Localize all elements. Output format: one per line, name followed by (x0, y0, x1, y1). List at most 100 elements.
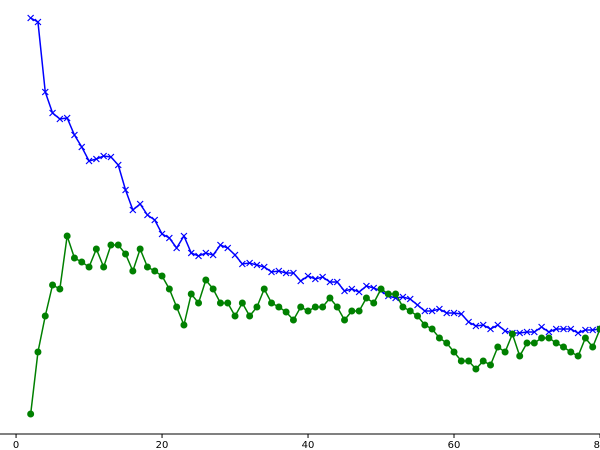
point (165, 285, 173, 293)
point (370, 299, 378, 307)
point (165, 234, 173, 242)
point (107, 241, 115, 249)
point (552, 339, 560, 347)
point (129, 206, 137, 214)
point (27, 410, 35, 418)
point (268, 268, 275, 276)
point (319, 273, 327, 281)
point (348, 285, 356, 293)
x-tick-label: 20 (156, 440, 169, 450)
point (362, 294, 370, 302)
point (428, 325, 436, 333)
point (253, 261, 261, 269)
point (282, 308, 290, 316)
point (530, 339, 538, 347)
point (465, 318, 473, 326)
point (494, 343, 502, 351)
x-tick-label: 60 (448, 440, 461, 450)
point (574, 329, 582, 337)
point (333, 303, 341, 311)
point (479, 357, 487, 365)
point (428, 307, 436, 315)
point (487, 361, 495, 369)
point (92, 155, 100, 163)
point (457, 357, 465, 365)
point (268, 299, 276, 307)
point (297, 303, 305, 311)
point (501, 348, 509, 356)
point (508, 330, 516, 338)
point (49, 281, 57, 289)
point (238, 260, 246, 268)
point (589, 326, 597, 334)
point (195, 299, 203, 307)
point (494, 321, 502, 329)
point (195, 252, 202, 260)
point (246, 312, 254, 320)
point (180, 321, 188, 329)
point (581, 334, 589, 342)
point (217, 241, 224, 249)
point (209, 285, 217, 293)
point (450, 309, 458, 317)
point (487, 325, 494, 333)
point (545, 334, 553, 342)
point (538, 334, 546, 342)
point (392, 290, 400, 298)
point (100, 152, 108, 160)
point (114, 161, 122, 169)
point (209, 251, 217, 259)
point (457, 310, 465, 318)
point (85, 157, 93, 165)
series-line (30, 17, 600, 334)
point (589, 343, 597, 351)
point (260, 263, 268, 271)
point (41, 88, 49, 96)
point (231, 312, 239, 320)
point (421, 307, 429, 315)
point (319, 303, 327, 311)
point (501, 327, 509, 335)
point (406, 295, 414, 303)
point (231, 251, 239, 259)
point (63, 114, 71, 122)
point (341, 287, 348, 295)
point (107, 153, 115, 161)
point (78, 143, 86, 151)
point (114, 241, 122, 249)
point (122, 250, 130, 258)
point (151, 267, 159, 275)
point (27, 14, 35, 22)
point (224, 299, 232, 307)
point (56, 115, 64, 123)
point (34, 18, 42, 26)
point (92, 245, 100, 253)
point (538, 323, 546, 331)
point (246, 259, 254, 267)
point (472, 365, 480, 373)
point (435, 334, 443, 342)
point (377, 285, 385, 293)
point (516, 352, 524, 360)
point (326, 278, 334, 286)
point (129, 267, 137, 275)
point (216, 299, 224, 307)
point (560, 325, 567, 333)
point (384, 290, 392, 298)
point (238, 299, 246, 307)
point (122, 186, 129, 194)
x-tick-label: 80 (594, 440, 600, 450)
point (275, 267, 283, 275)
point (49, 109, 56, 117)
point (290, 269, 297, 277)
point (399, 293, 407, 301)
point (260, 285, 268, 293)
point (567, 348, 575, 356)
point (56, 285, 64, 293)
point (581, 326, 589, 334)
point (289, 316, 297, 324)
point (85, 263, 93, 271)
point (41, 312, 49, 320)
point (348, 307, 356, 315)
